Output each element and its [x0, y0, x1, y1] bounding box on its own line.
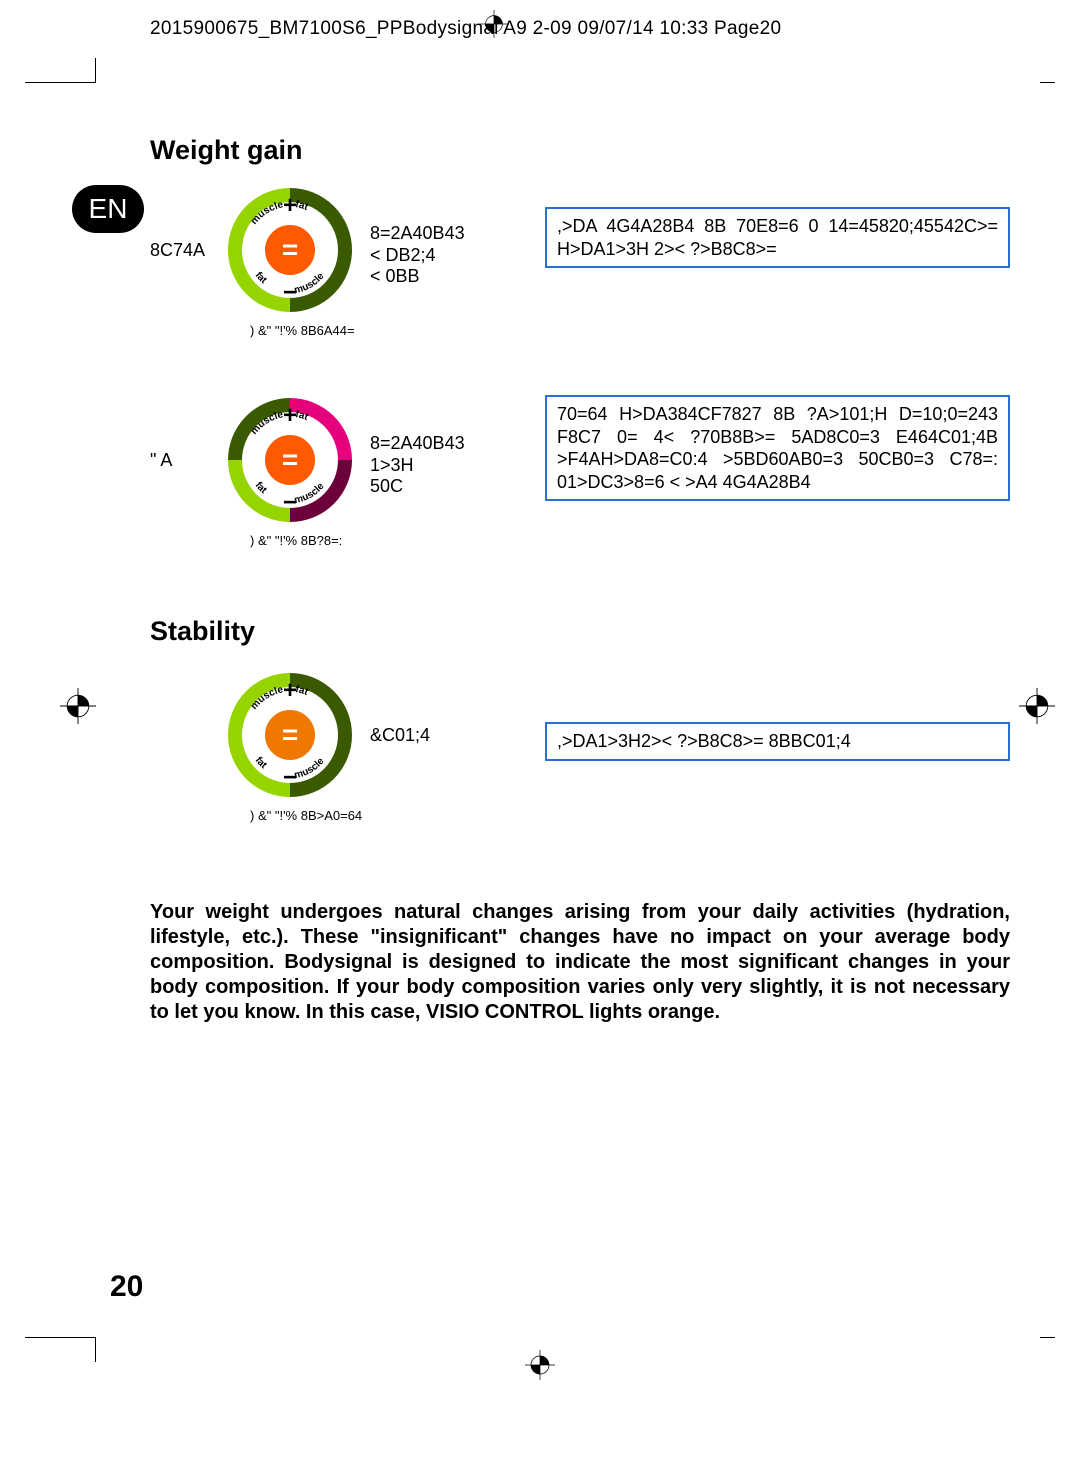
row-label: " A	[150, 450, 215, 471]
info-box: 70=64 H>DA384CF7827 8B ?A>101;H D=10;0=2…	[545, 395, 1010, 501]
info-box: ,>DA 4G4A28B4 8B 70E8=6 0 14=45820;45542…	[545, 207, 1010, 268]
page-header-text: 2015900675_BM7100S6_PPBodysignal A9 2-09…	[150, 18, 781, 40]
row-mid-text: 8=2A40B43 1>3H 50C	[370, 433, 465, 498]
registration-mark-left	[60, 688, 96, 724]
section-title-weight-gain: Weight gain	[150, 135, 303, 166]
crop-mark	[1040, 82, 1055, 83]
section-title-stability: Stability	[150, 616, 255, 647]
visio-icon-pink: + = − muscles fat fat muscles	[225, 395, 355, 525]
row-pink: " A + = − muscles fat fat muscles ) &" "…	[150, 395, 1010, 565]
svg-text:=: =	[282, 234, 298, 265]
crop-mark	[95, 58, 96, 83]
visio-icon-orange: + = − muscles fat fat muscles	[225, 670, 355, 800]
visio-icon-green: + = − muscles fat fat muscles	[225, 185, 355, 315]
svg-text:+: +	[283, 677, 297, 704]
crop-mark	[95, 1337, 96, 1362]
svg-text:=: =	[282, 444, 298, 475]
registration-mark-top	[480, 10, 508, 38]
crop-mark	[25, 1337, 95, 1338]
row-mid-text: 8=2A40B43 < DB2;4 < 0BB	[370, 223, 465, 288]
row-mid-text: &C01;4	[370, 725, 430, 747]
registration-mark-bottom	[525, 1350, 555, 1380]
info-box: ,>DA1>3H2>< ?>B8C8>= 8BBC01;4	[545, 722, 1010, 761]
svg-text:+: +	[283, 192, 297, 219]
icon-caption: ) &" "!'% 8B?8=:	[250, 533, 342, 548]
svg-text:=: =	[282, 719, 298, 750]
svg-text:+: +	[283, 402, 297, 429]
crop-mark	[1040, 1337, 1055, 1338]
language-badge: EN	[72, 185, 144, 233]
body-paragraph: Your weight undergoes natural changes ar…	[150, 900, 1010, 1025]
icon-caption: ) &" "!'% 8B6A44=	[250, 323, 355, 338]
icon-caption: ) &" "!'% 8B>A0=64	[250, 808, 362, 823]
row-label: 8 C74A	[150, 240, 215, 261]
registration-mark-right	[1019, 688, 1055, 724]
page-number: 20	[110, 1270, 143, 1304]
crop-mark	[25, 82, 95, 108]
row-green: 8 C74A + = − muscles fat fat muscles ) &…	[150, 185, 1010, 355]
row-orange: + = − muscles fat fat muscles ) &" "!'% …	[150, 670, 1010, 840]
